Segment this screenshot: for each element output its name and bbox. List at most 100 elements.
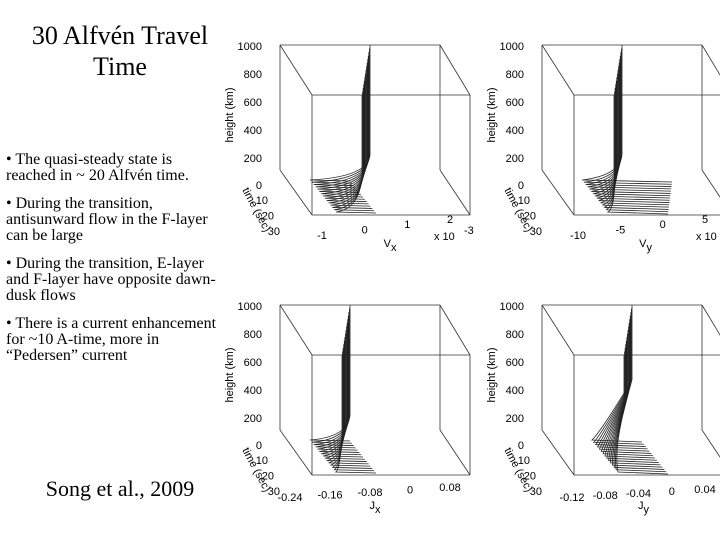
- profile-curve: [591, 62, 671, 194]
- profile-curve: [319, 62, 368, 193]
- x-axis-label: V: [384, 238, 392, 250]
- box-edge: [541, 304, 575, 356]
- height-tick-label: 600: [244, 97, 262, 109]
- x-exponent: -3: [464, 225, 474, 237]
- profile-curve: [315, 55, 369, 189]
- height-tick-label: 600: [244, 357, 262, 369]
- box-edge: [701, 169, 720, 198]
- time-tick-label: 10: [518, 455, 530, 467]
- profile-curve: [585, 52, 672, 187]
- x-axis-subscript: x: [375, 504, 381, 516]
- time-tick-label: 10: [518, 195, 530, 207]
- box-edge: [279, 304, 313, 356]
- slide-title: 30 Alfvén Travel Time: [31, 21, 209, 81]
- height-tick-label: 200: [244, 153, 262, 165]
- citation: Song et al., 2009: [45, 476, 195, 501]
- x-tick-label: 0.08: [439, 482, 460, 494]
- time-tick-label: 20: [262, 471, 274, 483]
- height-tick-label: 800: [244, 329, 262, 341]
- time-tick-label: 20: [524, 471, 536, 483]
- profile-curve: [309, 45, 371, 182]
- profile-curve: [594, 70, 671, 199]
- bullet: • There is a current enhancement for ~10…: [6, 315, 217, 364]
- profile-curve: [315, 315, 356, 449]
- height-tick-label: 1000: [500, 301, 524, 313]
- time-tick-label: 30: [530, 486, 542, 498]
- x-tick-label: -1: [317, 230, 327, 242]
- bullet: • The quasi-steady state is reached in ~…: [6, 151, 189, 184]
- profile-curve: [317, 319, 358, 451]
- box-edge: [279, 429, 313, 476]
- time-tick-label: 0: [256, 180, 262, 192]
- height-tick-label: 200: [506, 413, 524, 425]
- profile-curve: [587, 55, 672, 190]
- height-tick-label: 1000: [238, 41, 262, 53]
- time-tick-label: 30: [268, 486, 280, 498]
- profile-curve: [606, 95, 669, 215]
- height-axis-label: height (km): [486, 347, 498, 402]
- box-edge: [439, 169, 471, 216]
- box-edge: [279, 169, 313, 216]
- profile-curve: [593, 66, 671, 197]
- x-tick-label: -0.12: [559, 492, 584, 504]
- x-tick-label: 0.04: [694, 484, 715, 496]
- profile-curve: [602, 84, 669, 208]
- profile-curve: [321, 66, 367, 196]
- x-tick-label: 0: [407, 484, 413, 496]
- box-edge: [541, 429, 575, 476]
- time-tick-label: 20: [524, 211, 536, 223]
- x-axis-label: J: [370, 500, 376, 512]
- height-tick-label: 800: [506, 69, 524, 81]
- profile-curve: [311, 48, 370, 184]
- height-tick-label: 1000: [238, 301, 262, 313]
- profile-curve: [324, 333, 365, 460]
- x-axis-subscript: x: [391, 242, 397, 254]
- profile-curve: [335, 95, 377, 214]
- height-axis-label: height (km): [486, 87, 498, 142]
- bullet: • During the transition, antisunward flo…: [6, 195, 208, 244]
- x-tick-label: -5: [615, 225, 625, 237]
- profile-curve: [581, 45, 673, 183]
- x-tick-label: 0: [362, 225, 368, 237]
- box-edge: [439, 304, 471, 356]
- profile-curve: [309, 305, 351, 442]
- time-tick-label: 20: [262, 211, 274, 223]
- profile-curve: [583, 48, 672, 185]
- box-edge: [439, 429, 471, 476]
- time-tick-label: 10: [256, 195, 268, 207]
- profile-curve: [326, 337, 367, 462]
- time-tick-label: 0: [256, 440, 262, 452]
- time-tick-label: 0: [518, 180, 524, 192]
- box-edge: [439, 44, 471, 96]
- profile-curve: [334, 91, 375, 212]
- profile-curve: [321, 326, 362, 456]
- time-tick-label: 0: [518, 440, 524, 452]
- time-tick-label: 10: [256, 455, 268, 467]
- profile-curve: [600, 80, 670, 206]
- height-tick-label: 400: [506, 385, 524, 397]
- x-tick-label: -0.08: [357, 487, 382, 499]
- box-edge: [701, 44, 720, 76]
- profile-curve: [613, 347, 665, 470]
- box-edge: [279, 44, 313, 96]
- height-tick-label: 400: [244, 125, 262, 137]
- height-tick-label: 200: [244, 413, 262, 425]
- profile-curve: [328, 80, 369, 205]
- profile-curve: [328, 340, 369, 465]
- x-tick-label: -0.24: [277, 492, 302, 504]
- height-tick-label: 600: [506, 357, 524, 369]
- box-edge: [541, 44, 575, 96]
- profile-curve: [610, 340, 661, 466]
- profile-curve: [322, 330, 364, 458]
- profile-curve: [322, 70, 367, 198]
- profile-curve: [326, 77, 367, 202]
- profile-curve: [332, 347, 373, 469]
- profile-curve: [324, 73, 366, 200]
- height-tick-label: 800: [244, 69, 262, 81]
- profile-curve: [313, 52, 370, 186]
- profile-curve: [319, 322, 360, 453]
- height-tick-label: 400: [506, 125, 524, 137]
- x-axis-label: V: [639, 238, 647, 250]
- profile-curve: [334, 355, 377, 474]
